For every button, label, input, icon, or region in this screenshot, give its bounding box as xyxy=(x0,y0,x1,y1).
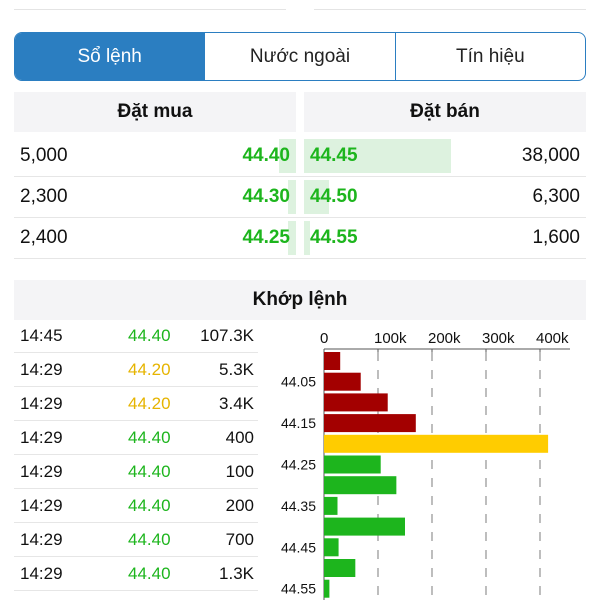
y-tick-label: 44.05 xyxy=(281,374,316,390)
trade-row: 14:29 44.40 400 xyxy=(14,421,258,455)
row-divider xyxy=(14,488,258,489)
trade-price: 44.20 xyxy=(128,394,171,413)
bid-price: 44.30 xyxy=(242,186,290,207)
trade-volume: 700 xyxy=(225,530,254,549)
ask-price: 44.50 xyxy=(310,186,358,207)
bid-volume: 5,000 xyxy=(20,145,68,166)
trade-price: 44.40 xyxy=(128,530,171,549)
trade-volume: 5.3K xyxy=(219,360,254,379)
row-divider xyxy=(14,556,258,557)
bid-volume-bar xyxy=(279,139,296,173)
trade-row: 14:29 44.20 5.3K xyxy=(14,353,258,387)
trade-time: 14:45 xyxy=(20,326,63,345)
x-tick-label: 400k xyxy=(536,330,569,347)
trade-price: 44.40 xyxy=(128,462,171,481)
order-book-row: 2,300 44.30 44.50 6,300 xyxy=(14,177,586,218)
trade-row: 14:29 44.40 200 xyxy=(14,489,258,523)
y-tick-label: 44.45 xyxy=(281,539,316,555)
trade-time: 14:29 xyxy=(20,530,63,549)
row-divider xyxy=(14,420,258,421)
y-tick-label: 44.25 xyxy=(281,457,316,473)
trade-time: 14:29 xyxy=(20,462,63,481)
bid-price: 44.40 xyxy=(242,145,290,166)
row-divider xyxy=(14,386,258,387)
bid-volume-bar xyxy=(287,180,296,214)
ask-volume: 6,300 xyxy=(532,186,580,207)
y-tick-label: 44.55 xyxy=(281,581,316,597)
volume-bar xyxy=(324,579,330,598)
trade-row: 14:29 44.40 700 xyxy=(14,523,258,557)
ask-price: 44.45 xyxy=(310,145,358,166)
x-tick-label: 300k xyxy=(482,330,515,347)
buy-orders-header: Đặt mua xyxy=(14,92,296,132)
trade-price: 44.40 xyxy=(128,564,171,583)
volume-bar xyxy=(324,434,549,453)
volume-bar xyxy=(324,476,397,495)
y-tick-label: 44.35 xyxy=(281,498,316,514)
trade-time: 14:29 xyxy=(20,428,63,447)
ask-price: 44.55 xyxy=(310,227,358,248)
row-divider xyxy=(14,352,258,353)
ask-volume: 1,600 xyxy=(532,227,580,248)
tab-signals[interactable]: Tín hiệu xyxy=(394,33,585,80)
trade-price: 44.40 xyxy=(128,496,171,515)
matched-orders-header: Khớp lệnh xyxy=(14,280,586,320)
trade-price: 44.40 xyxy=(128,326,171,345)
order-book-row: 5,000 44.40 44.45 38,000 xyxy=(14,136,586,177)
volume-bar xyxy=(324,538,339,557)
trade-row: 14:29 44.20 3.4K xyxy=(14,387,258,421)
x-tick-label: 100k xyxy=(374,330,407,347)
trade-volume: 3.4K xyxy=(219,394,254,413)
ask-volume-bar xyxy=(304,139,451,173)
sell-orders-header: Đặt bán xyxy=(304,92,586,132)
trade-volume: 400 xyxy=(225,428,254,447)
row-divider xyxy=(14,590,258,591)
trade-time: 14:29 xyxy=(20,360,63,379)
segmented-control: Sổ lệnh Nước ngoài Tín hiệu xyxy=(14,32,586,81)
trade-volume: 107.3K xyxy=(200,326,254,345)
trade-time: 14:29 xyxy=(20,394,63,413)
trade-time: 14:29 xyxy=(20,496,63,515)
row-divider xyxy=(14,217,586,218)
row-divider xyxy=(14,522,258,523)
x-tick-label: 0 xyxy=(320,330,328,347)
volume-by-price-chart: 0 100k 200k 300k 400k 44.05 44.15 44.25 44.35 44.… xyxy=(281,330,570,600)
bid-volume-bar xyxy=(287,221,296,255)
tab-foreign[interactable]: Nước ngoài xyxy=(204,33,394,80)
ask-volume-bar xyxy=(304,180,330,214)
previous-section-edge xyxy=(0,0,600,14)
volume-bar xyxy=(324,455,381,474)
tab-order-book[interactable]: Sổ lệnh xyxy=(15,33,205,80)
y-tick-label: 44.15 xyxy=(281,415,316,431)
trade-row: 14:45 44.40 107.3K xyxy=(14,319,258,353)
order-book-row: 2,400 44.25 44.55 1,600 xyxy=(14,218,586,259)
volume-bar xyxy=(324,352,341,370)
volume-bar xyxy=(324,496,338,515)
trade-price: 44.40 xyxy=(128,428,171,447)
x-tick-label: 200k xyxy=(428,330,461,347)
bid-volume: 2,400 xyxy=(20,227,68,248)
volume-bar xyxy=(324,517,405,536)
volume-bar xyxy=(324,414,416,433)
volume-bar xyxy=(324,393,388,412)
trade-row: 14:29 44.40 100 xyxy=(14,455,258,489)
row-divider xyxy=(14,454,258,455)
ask-volume: 38,000 xyxy=(521,145,580,166)
previous-row-left xyxy=(14,0,286,10)
volume-bar xyxy=(324,559,356,577)
row-divider xyxy=(14,258,586,259)
trade-volume: 200 xyxy=(225,496,254,515)
trade-price: 44.20 xyxy=(128,360,171,379)
trade-row: 14:29 44.40 1.3K xyxy=(14,557,258,591)
trade-time: 14:29 xyxy=(20,564,63,583)
trade-volume: 1.3K xyxy=(219,564,254,583)
bid-price: 44.25 xyxy=(242,227,290,248)
trade-volume: 100 xyxy=(225,462,254,481)
ask-volume-bar xyxy=(304,221,310,255)
bid-volume: 2,300 xyxy=(20,186,68,207)
previous-row-right xyxy=(314,0,586,10)
volume-bar xyxy=(324,372,361,391)
row-divider xyxy=(14,176,586,177)
